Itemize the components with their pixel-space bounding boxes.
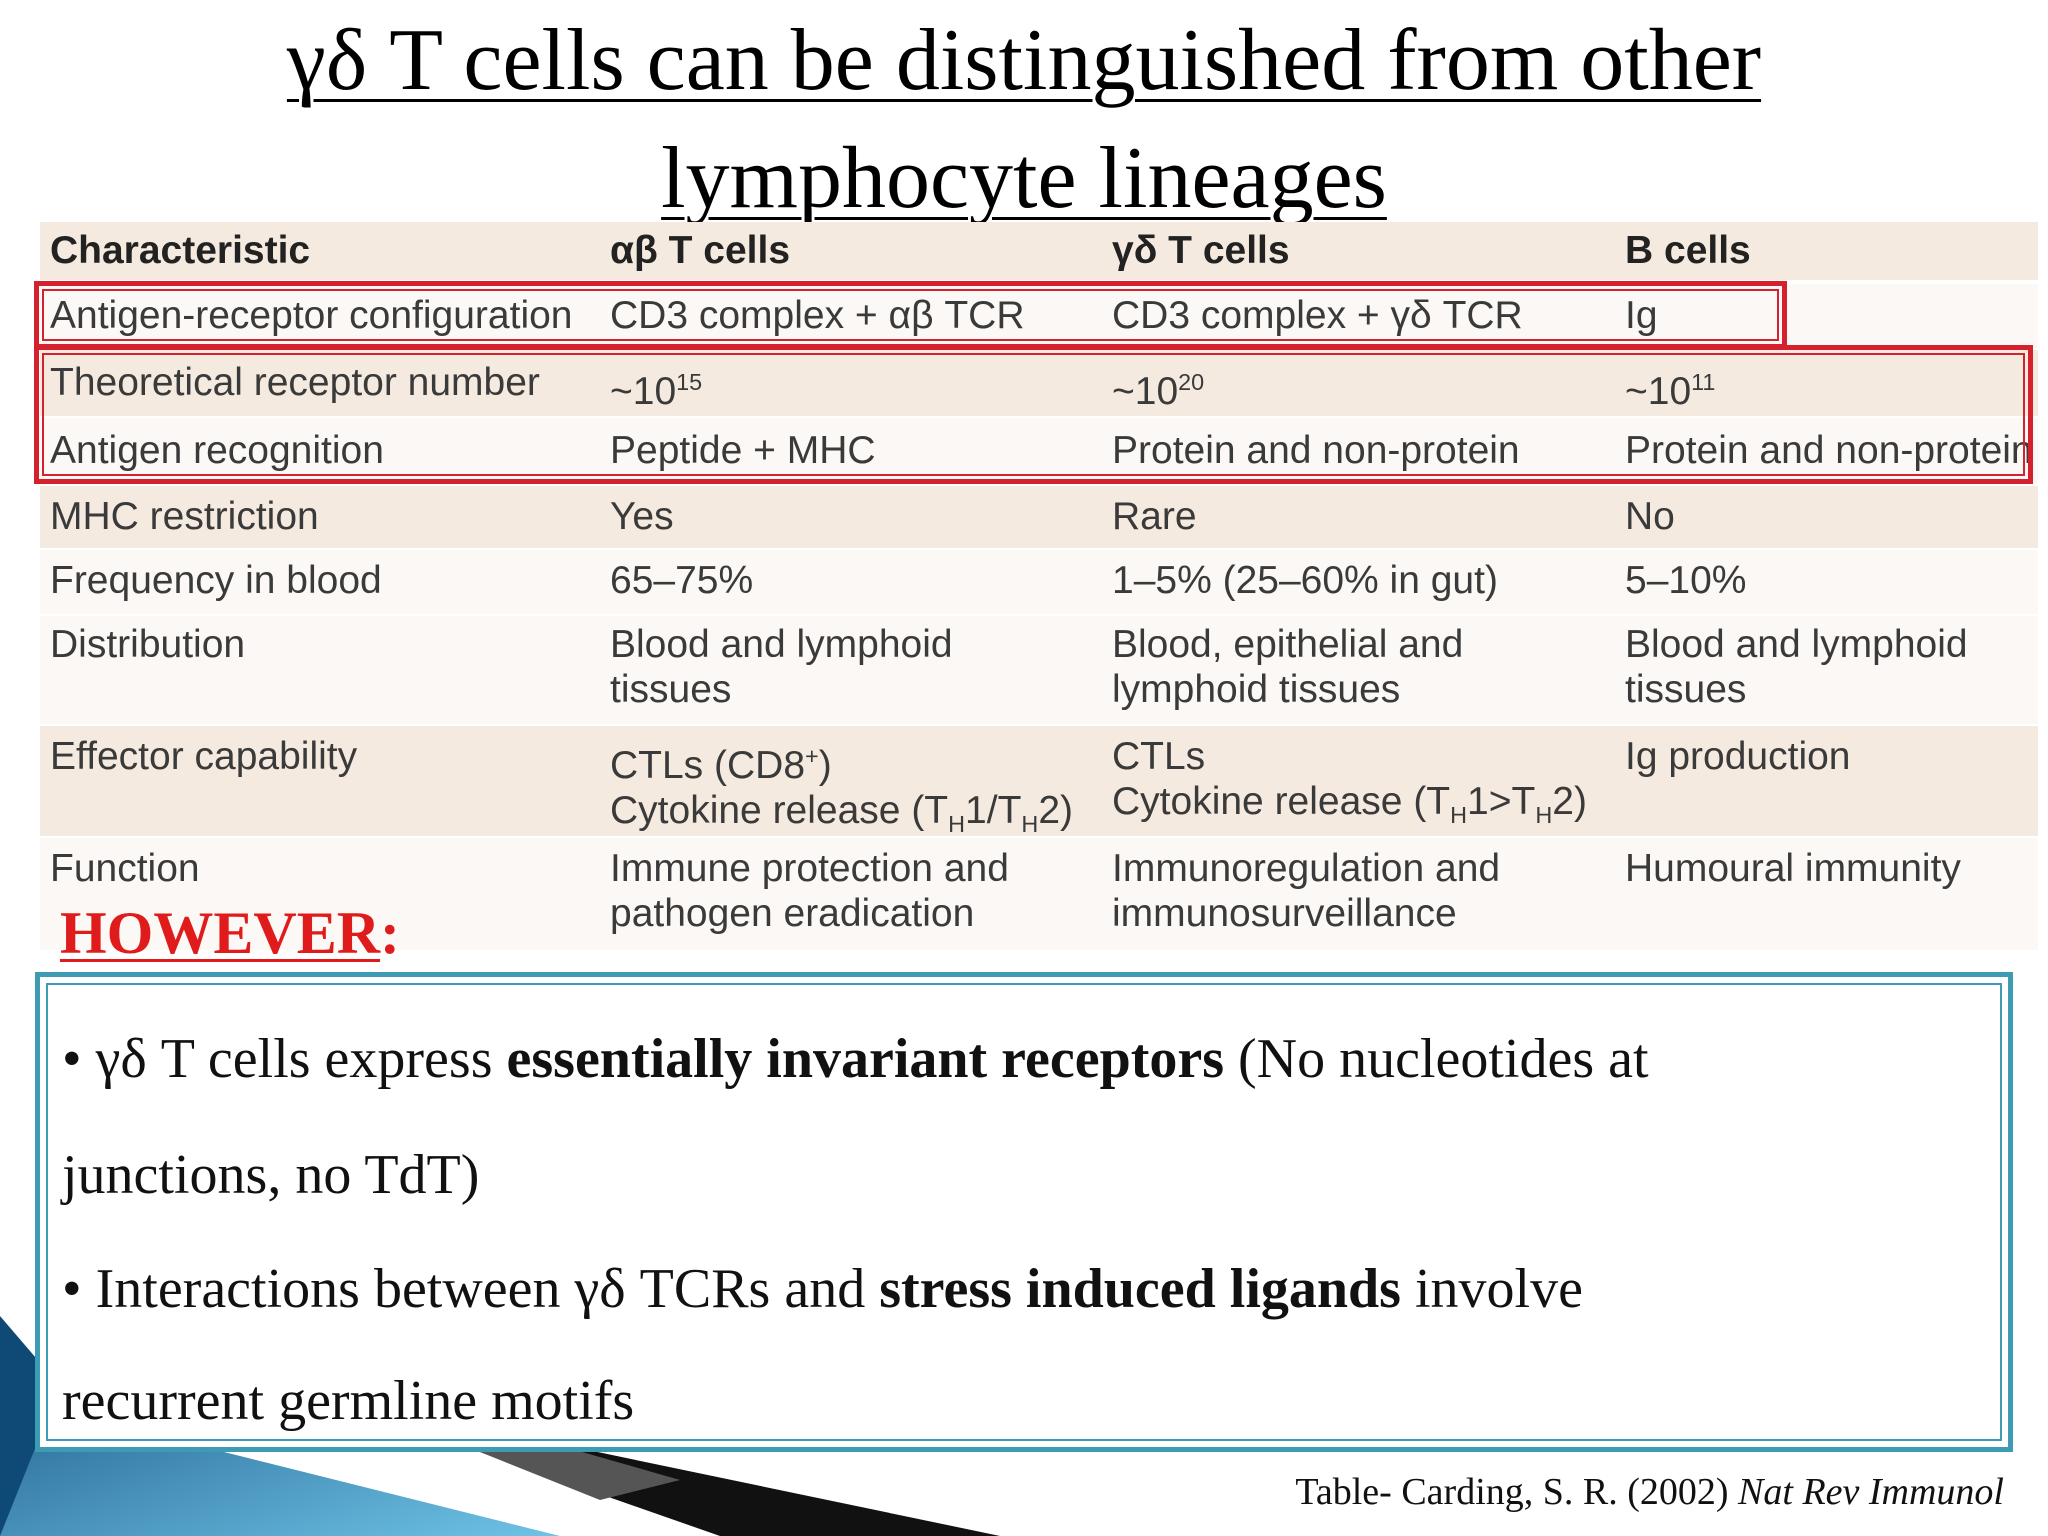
title-line-1: γδ T cells can be distinguished from oth… xyxy=(286,12,1762,109)
bullet-1-line-1: • γδ T cells express essentially invaria… xyxy=(62,1028,1649,1090)
cell-line: Cytokine release (TH1/TH2) xyxy=(610,789,1073,837)
cell-line: Immune protection and xyxy=(610,847,1009,890)
cell-line: immunosurveillance xyxy=(1112,892,1457,935)
cell-line: CTLs xyxy=(1112,735,1206,778)
cell-ab: CTLs (CD8+) Cytokine release (TH1/TH2) xyxy=(610,734,1073,847)
header-characteristic: Characteristic xyxy=(50,229,311,272)
swoosh-decoration xyxy=(480,1440,1000,1536)
however-heading: HOWEVER: xyxy=(60,900,401,966)
highlight-box-number-recognition xyxy=(34,345,2033,484)
table-row: Effector capability CTLs (CD8+) Cytokine… xyxy=(40,726,2038,838)
value-base: ~10 xyxy=(1625,370,1692,413)
row-label: Theoretical receptor number xyxy=(50,361,540,404)
row-label: Function xyxy=(50,847,200,890)
row-label: Frequency in blood xyxy=(50,559,382,602)
cell-gd: CTLs Cytokine release (TH1>TH2) xyxy=(1112,734,1587,838)
header-ab-t-cells: αβ T cells xyxy=(610,229,791,272)
row-label: Antigen-receptor configuration xyxy=(50,294,573,337)
cell-b: Ig xyxy=(1625,294,1658,337)
cell-line: lymphoid tissues xyxy=(1112,668,1401,711)
cell-gd: Protein and non-protein xyxy=(1112,429,1520,472)
row-label: Effector capability xyxy=(50,735,358,778)
cell-ab: Blood and lymphoid tissues xyxy=(610,622,953,712)
cell-gd: Rare xyxy=(1112,495,1197,538)
value-base: ~10 xyxy=(1112,370,1179,413)
cell-ab: Peptide + MHC xyxy=(610,429,876,472)
table-row: Distribution Blood and lymphoid tissues … xyxy=(40,616,2038,724)
slide-title: γδ T cells can be distinguished from oth… xyxy=(0,0,2048,238)
value-exponent: 11 xyxy=(1691,369,1716,395)
table-row: Frequency in blood 65–75% 1–5% (25–60% i… xyxy=(40,550,2038,614)
value-base: ~10 xyxy=(610,370,677,413)
cell-b: 5–10% xyxy=(1625,559,1747,602)
cell-b: Protein and non-protein xyxy=(1625,429,2033,472)
cell-line: CTLs (CD8+) xyxy=(610,743,832,787)
cell-line: tissues xyxy=(610,668,732,711)
header-b-cells: B cells xyxy=(1625,229,1751,272)
table-row: MHC restriction Yes Rare No xyxy=(40,486,2038,548)
cell-line: Blood and lymphoid xyxy=(1625,623,1968,666)
header-gd-t-cells: γδ T cells xyxy=(1112,229,1290,272)
table-row: Function Immune protection and pathogen … xyxy=(40,838,2038,950)
notes-box: • γδ T cells express essentially invaria… xyxy=(35,972,2013,1452)
cell-line: Blood, epithelial and xyxy=(1112,623,1464,666)
cell-gd: 1–5% (25–60% in gut) xyxy=(1112,559,1498,602)
table-row: Antigen recognition Peptide + MHC Protei… xyxy=(40,418,2038,484)
row-label: MHC restriction xyxy=(50,495,319,538)
row-label: Distribution xyxy=(50,623,246,666)
bullet-1-line-2: junctions, no TdT) xyxy=(62,1144,480,1206)
cell-line: pathogen eradication xyxy=(610,892,975,935)
cell-gd: CD3 complex + γδ TCR xyxy=(1112,294,1523,337)
bullet-2-line-1: • Interactions between γδ TCRs and stres… xyxy=(62,1258,1583,1320)
row-label: Antigen recognition xyxy=(50,429,384,472)
cell-ab: 65–75% xyxy=(610,559,754,602)
cell-line: Cytokine release (TH1>TH2) xyxy=(1112,780,1587,828)
cell-ab: CD3 complex + αβ TCR xyxy=(610,294,1025,337)
title-line-2: lymphocyte lineages xyxy=(661,130,1387,227)
cell-b: Humoural immunity xyxy=(1625,847,1961,890)
cell-gd: Immunoregulation and immunosurveillance xyxy=(1112,846,1500,936)
cell-gd: Blood, epithelial and lymphoid tissues xyxy=(1112,622,1463,712)
cell-gd: ~1020 xyxy=(1112,360,1204,414)
cell-line: tissues xyxy=(1625,668,1747,711)
citation: Table- Carding, S. R. (2002) Nat Rev Imm… xyxy=(1295,1471,2004,1513)
cell-b: No xyxy=(1625,495,1675,538)
table-header-row: Characteristic αβ T cells γδ T cells B c… xyxy=(40,222,2038,280)
cell-b: Ig production xyxy=(1625,735,1851,778)
cell-ab: Immune protection and pathogen eradicati… xyxy=(610,846,1009,936)
cell-b: ~1011 xyxy=(1625,360,1715,414)
bullet-2-line-2: recurrent germline motifs xyxy=(62,1370,635,1432)
highlight-box-receptor xyxy=(34,281,1787,349)
cell-line: Immunoregulation and xyxy=(1112,847,1501,890)
table-row: Theoretical receptor number ~1015 ~1020 … xyxy=(40,350,2038,416)
table-row: Antigen-receptor configuration CD3 compl… xyxy=(40,284,2038,348)
value-exponent: 20 xyxy=(1178,369,1205,395)
value-exponent: 15 xyxy=(676,369,703,395)
cell-ab: ~1015 xyxy=(610,360,702,414)
cell-line: Blood and lymphoid xyxy=(610,623,953,666)
cell-ab: Yes xyxy=(610,495,674,538)
cell-b: Blood and lymphoid tissues xyxy=(1625,622,1968,712)
